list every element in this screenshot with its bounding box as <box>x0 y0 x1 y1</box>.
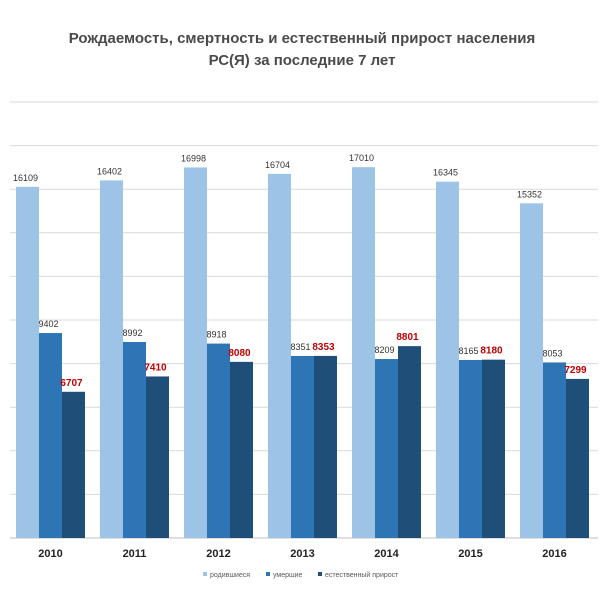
data-label: 8209 <box>374 345 394 355</box>
bar-2015-series-2 <box>482 359 505 538</box>
legend-label: естественный прирост <box>325 571 399 579</box>
bar-2015-series-0 <box>436 181 459 538</box>
data-label: 8918 <box>206 330 226 340</box>
data-label: 8801 <box>396 332 419 343</box>
bar-2014-series-0 <box>352 167 375 538</box>
bar-2011-series-1 <box>123 341 146 538</box>
data-label: 8992 <box>122 328 142 338</box>
data-label: 8053 <box>542 348 562 358</box>
data-label: 8180 <box>480 346 503 357</box>
data-label: 7299 <box>564 365 587 376</box>
data-label: 16998 <box>181 153 206 163</box>
legend-swatch <box>203 572 207 576</box>
data-label: 16704 <box>265 160 290 170</box>
x-tick-label: 2016 <box>542 548 566 560</box>
chart-title-line2: РС(Я) за последние 7 лет <box>208 52 396 69</box>
data-label: 16109 <box>13 173 38 183</box>
bar-2010-series-1 <box>39 333 62 538</box>
bar-2010-series-2 <box>62 391 85 538</box>
bar-2012-series-2 <box>230 361 253 538</box>
data-label: 15352 <box>517 189 542 199</box>
bar-2013-series-2 <box>314 355 337 538</box>
data-label: 6707 <box>60 378 83 389</box>
bar-2012-series-0 <box>184 167 207 538</box>
legend-label: родившиеся <box>210 572 250 579</box>
bar-2011-series-0 <box>100 180 123 538</box>
x-tick-label: 2012 <box>206 548 230 560</box>
bar-2013-series-1 <box>291 355 314 538</box>
legend-label: умершие <box>273 572 303 579</box>
x-tick-label: 2015 <box>458 548 482 560</box>
x-tick-label: 2010 <box>38 548 62 560</box>
legend-swatch <box>318 572 322 576</box>
chart-title-line1: Рождаемость, смертность и естественный п… <box>68 30 536 47</box>
data-label: 8165 <box>458 346 478 356</box>
bar-2012-series-1 <box>207 343 230 538</box>
data-label: 16345 <box>433 168 458 178</box>
bar-2016-series-1 <box>543 362 566 538</box>
data-label: 8351 <box>290 342 310 352</box>
bar-2011-series-2 <box>146 376 169 538</box>
bar-2016-series-2 <box>566 378 589 538</box>
data-label: 9402 <box>38 319 58 329</box>
legend-swatch <box>266 572 270 576</box>
data-label: 7410 <box>144 362 167 373</box>
bar-2015-series-1 <box>459 360 482 538</box>
bar-2016-series-0 <box>520 203 543 538</box>
bar-2013-series-0 <box>268 173 291 539</box>
data-label: 16402 <box>97 166 122 176</box>
data-label: 8353 <box>312 342 335 353</box>
data-label: 8080 <box>228 348 251 359</box>
bar-2010-series-0 <box>16 186 39 539</box>
bar-2014-series-1 <box>375 359 398 538</box>
bar-2014-series-2 <box>398 346 421 538</box>
data-label: 17010 <box>349 153 374 163</box>
x-tick-label: 2014 <box>374 548 399 560</box>
x-tick-label: 2013 <box>290 548 314 560</box>
x-tick-label: 2011 <box>123 548 147 560</box>
